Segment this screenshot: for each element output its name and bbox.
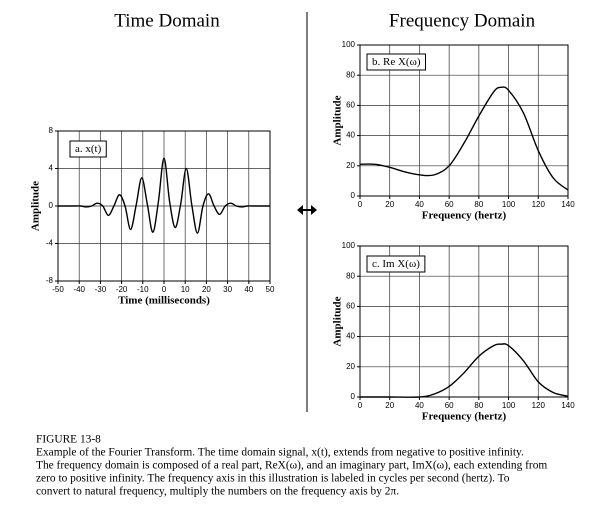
x-tick-label: 10 — [181, 285, 190, 294]
x-tick-label: -50 — [52, 285, 64, 294]
x-tick-label: 20 — [385, 200, 394, 209]
x-tick-label: 20 — [202, 285, 211, 294]
y-tick-label: -8 — [46, 276, 54, 285]
x-tick-label: 0 — [162, 285, 167, 294]
caption-line: Example of the Fourier Transform. The ti… — [36, 447, 524, 459]
y-tick-label: 80 — [346, 271, 355, 280]
x-tick-label: 0 — [358, 200, 363, 209]
x-tick-label: 50 — [266, 285, 275, 294]
x-tick-label: -30 — [95, 285, 107, 294]
y-tick-label: 0 — [351, 392, 356, 401]
caption-line: zero to positive infinity. The frequency… — [36, 473, 510, 485]
y-tick-label: -4 — [46, 239, 54, 248]
signal-line — [359, 86, 569, 191]
chart: 0 20 40 60 80 100 120 140020406080100Frequency … — [332, 40, 576, 221]
y-tick-label: 8 — [49, 126, 54, 135]
x-tick-label: 60 — [445, 401, 454, 410]
plot-frame — [359, 245, 569, 398]
y-tick-label: 100 — [342, 241, 356, 250]
x-tick-label: 140 — [561, 401, 575, 410]
x-tick-label: 120 — [532, 401, 546, 410]
panel-label: c. Im X(ω) — [372, 258, 420, 270]
y-axis-label: Amplitude — [30, 181, 42, 231]
x-axis-label: Frequency (hertz) — [422, 210, 507, 222]
y-tick-label: 80 — [346, 70, 355, 79]
left-heading: Time Domain — [114, 10, 220, 31]
double-arrow — [297, 205, 317, 215]
right-heading: Frequency Domain — [389, 10, 536, 31]
x-tick-label: -20 — [116, 285, 128, 294]
y-tick-label: 4 — [49, 164, 54, 173]
y-axis-label: Amplitude — [332, 296, 344, 346]
x-tick-label: 40 — [415, 401, 424, 410]
chart: 0 20 40 60 80 100 120 140020406080100Frequency … — [332, 241, 576, 422]
signal-line — [58, 157, 270, 234]
plot-frame — [359, 44, 569, 197]
x-tick-label: 40 — [244, 285, 253, 294]
y-axis-label: Amplitude — [332, 95, 344, 145]
panel-label: a. x(t) — [75, 143, 102, 155]
caption-line: The frequency domain is composed of a re… — [36, 460, 547, 472]
caption-line: convert to natural frequency, multiply t… — [36, 486, 399, 498]
x-tick-label: 140 — [561, 200, 575, 209]
y-tick-label: 20 — [346, 161, 355, 170]
x-tick-label: -10 — [137, 285, 149, 294]
y-tick-label: 0 — [49, 201, 54, 210]
x-tick-label: -40 — [73, 285, 85, 294]
x-tick-label: 100 — [502, 200, 516, 209]
x-tick-label: 80 — [474, 401, 483, 410]
y-tick-label: 60 — [346, 302, 355, 311]
signal-line — [360, 343, 569, 398]
x-tick-label: 80 — [474, 200, 483, 209]
label-box — [366, 53, 426, 71]
y-tick-label: 20 — [346, 362, 355, 371]
y-tick-label: 0 — [351, 191, 356, 200]
panel-label: b. Re X(ω) — [372, 56, 421, 68]
x-axis-label: Time (milliseconds) — [118, 295, 210, 307]
x-tick-label: 40 — [415, 200, 424, 209]
label-box — [366, 255, 426, 273]
y-tick-label: 60 — [346, 101, 355, 110]
caption-title: FIGURE 13-8 — [36, 434, 101, 446]
y-tick-label: 100 — [342, 40, 356, 49]
x-tick-label: 60 — [445, 200, 454, 209]
x-tick-label: 120 — [532, 200, 546, 209]
x-tick-label: 20 — [385, 401, 394, 410]
x-tick-label: 30 — [223, 285, 232, 294]
x-tick-label: 0 — [358, 401, 363, 410]
x-axis-label: Frequency (hertz) — [422, 411, 507, 423]
y-tick-label: 40 — [346, 332, 355, 341]
y-tick-label: 40 — [346, 131, 355, 140]
x-tick-label: 100 — [502, 401, 516, 410]
label-box — [69, 140, 107, 158]
